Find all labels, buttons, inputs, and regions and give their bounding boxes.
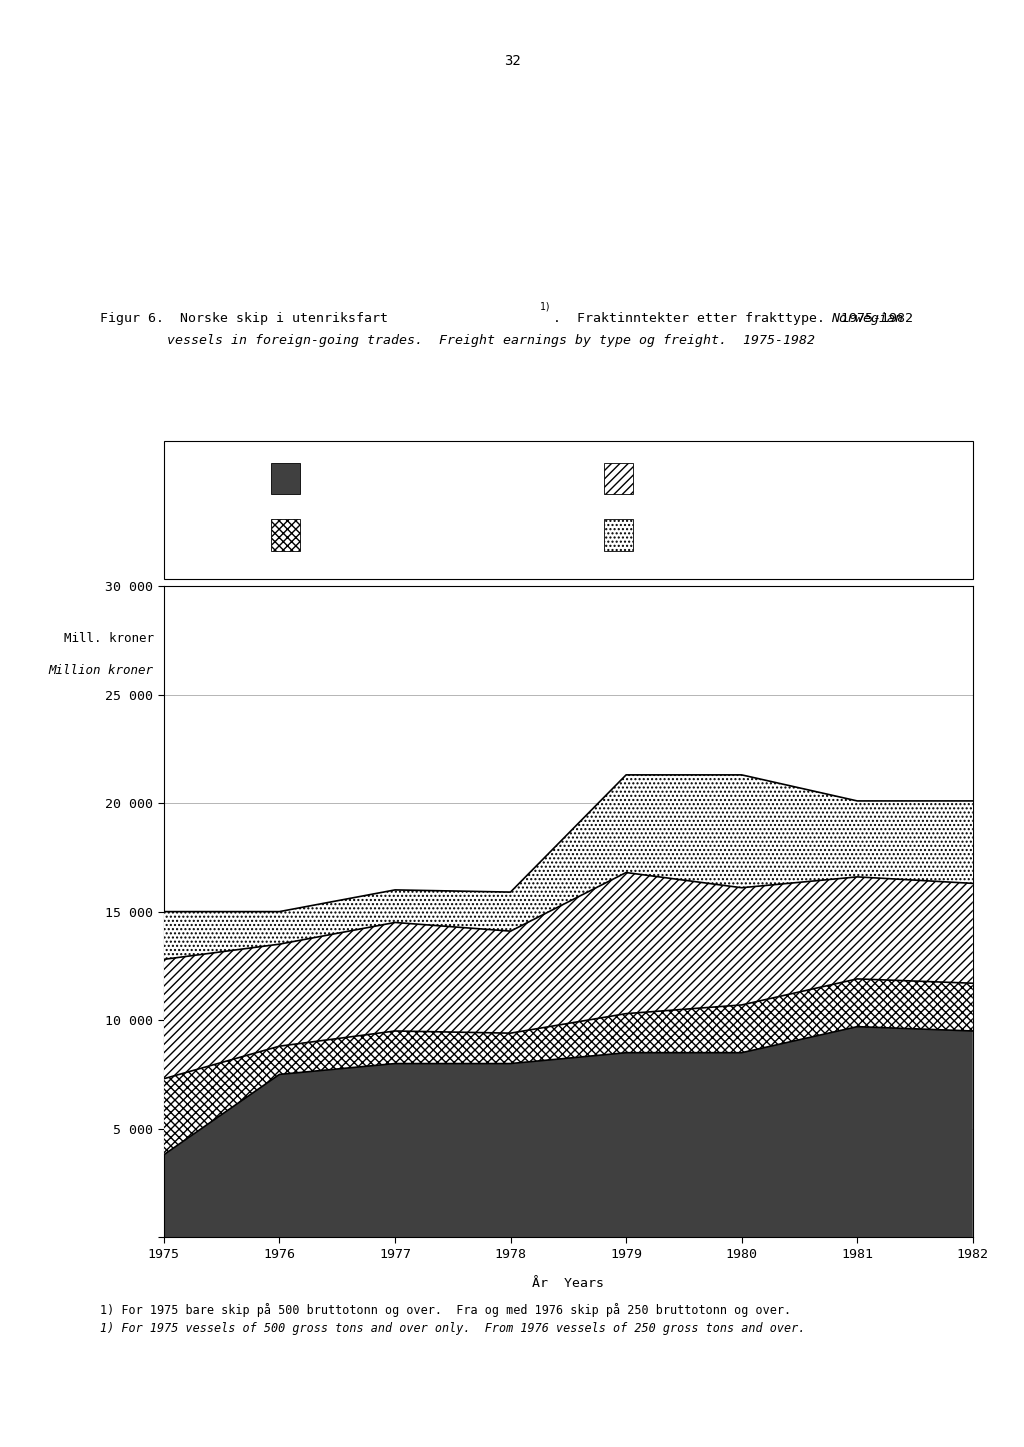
Text: from norwegians/coasting trade etc.: from norwegians/coasting trade etc.	[640, 547, 867, 557]
Text: .  Fraktinntekter etter frakttype.  1975-1982: . Fraktinntekter etter frakttype. 1975-1…	[553, 313, 929, 324]
Text: 1) For 1975 bare skip på 500 bruttotonn og over.  Fra og med 1976 skip på 250 br: 1) For 1975 bare skip på 500 bruttotonn …	[100, 1302, 792, 1317]
Text: Line freights: Line freights	[367, 528, 459, 541]
Text: Million kroner: Million kroner	[48, 664, 154, 677]
Text: vessels in foreign-going trades.  Freight earnings by type og freight.  1975-198: vessels in foreign-going trades. Freight…	[167, 334, 815, 346]
Text: Turfrakter: Turfrakter	[307, 472, 392, 485]
Text: Linjefrakter: Linjefrakter	[307, 528, 407, 541]
Text: Figur 6.  Norske skip i utenriksfart: Figur 6. Norske skip i utenriksfart	[100, 313, 388, 324]
Text: 1) For 1975 vessels of 500 gross tons and over only.  From 1976 vessels of 250 g: 1) For 1975 vessels of 500 gross tons an…	[100, 1323, 806, 1334]
Text: Tidsfrakter fra utenlandske befraktere: Tidsfrakter fra utenlandske befraktere	[640, 462, 887, 472]
Text: Norwegian: Norwegian	[831, 313, 903, 324]
Text: Tidsfrakter fra norske befraktere/: Tidsfrakter fra norske befraktere/	[640, 512, 861, 522]
Text: innenriksfart mv.  Time charter hire: innenriksfart mv. Time charter hire	[640, 530, 874, 540]
Text: År  Years: År Years	[532, 1278, 604, 1289]
Text: Voyage freights: Voyage freights	[367, 472, 473, 485]
Text: Mill. kroner: Mill. kroner	[63, 632, 154, 644]
Text: 32: 32	[504, 54, 520, 68]
Text: Time charter hire from foreigners: Time charter hire from foreigners	[640, 482, 854, 492]
Text: 1): 1)	[540, 302, 551, 311]
